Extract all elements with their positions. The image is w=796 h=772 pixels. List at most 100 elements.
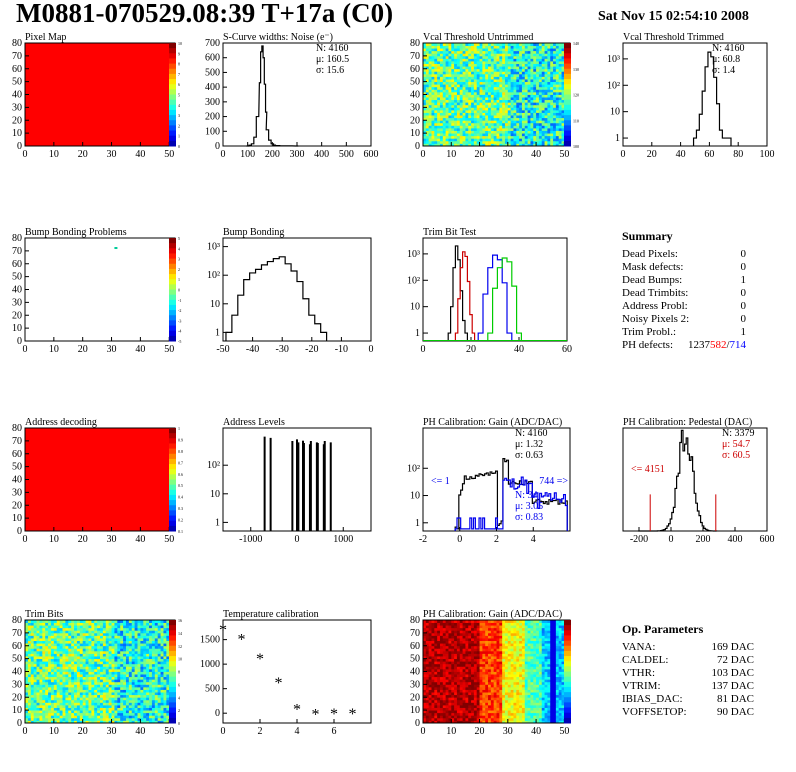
heatmap-cell	[102, 645, 107, 649]
heatmap-cell	[516, 91, 520, 95]
heatmap-cell	[62, 671, 66, 675]
heatmap-cell	[149, 689, 153, 693]
palette-label: 0	[178, 144, 180, 149]
heatmap-cell	[527, 127, 531, 131]
heatmap-cell	[473, 107, 478, 111]
heatmap-cell	[27, 627, 32, 631]
heatmap-cell	[25, 632, 29, 636]
heatmap-cell	[33, 656, 37, 660]
heatmap-cell	[536, 697, 540, 701]
heatmap-cell	[431, 107, 435, 111]
heatmap-cell	[502, 133, 506, 137]
heatmap-cell	[100, 668, 104, 672]
heatmap-cell	[120, 627, 124, 631]
heatmap-cell	[163, 710, 167, 714]
heatmap-cell	[558, 58, 562, 62]
heatmap-cell	[71, 697, 75, 701]
heatmap-cell	[550, 73, 554, 77]
heatmap-cell	[541, 104, 545, 108]
heatmap-cell	[151, 656, 156, 660]
heatmap-cell	[428, 127, 432, 131]
heatmap-cell	[558, 66, 562, 70]
heatmap-cell	[476, 68, 480, 72]
heatmap-cell	[100, 653, 104, 657]
heatmap-cell	[428, 63, 432, 67]
heatmap-cell	[499, 109, 503, 113]
heatmap-cell	[541, 107, 545, 111]
heatmap-cell	[68, 674, 72, 678]
heatmap-cell	[536, 55, 540, 59]
heatmap-cell	[74, 658, 78, 662]
heatmap-cell	[27, 681, 32, 685]
heatmap-cell	[524, 45, 528, 49]
heatmap-cell	[504, 99, 509, 103]
heatmap-cell	[519, 112, 523, 116]
heatmap-cell	[490, 697, 495, 701]
heatmap-cell	[149, 674, 153, 678]
heatmap-cell	[476, 138, 480, 142]
heatmap-cell	[510, 63, 514, 67]
heatmap-cell	[65, 630, 69, 634]
heatmap-cell	[100, 676, 104, 680]
heatmap-cell	[114, 686, 118, 690]
heatmap-cell	[538, 66, 543, 70]
heatmap-cell	[561, 138, 565, 142]
chart-title: Bump Bonding Problems	[25, 227, 127, 238]
heatmap-cell	[547, 55, 551, 59]
heatmap-cell	[499, 99, 503, 103]
heatmap-cell	[499, 720, 503, 724]
palette-swatch	[169, 494, 176, 501]
heatmap-cell	[123, 620, 127, 623]
heatmap-cell	[431, 104, 435, 108]
heatmap-cell	[423, 720, 427, 724]
heatmap-cell	[68, 717, 72, 721]
heatmap-cell	[507, 702, 512, 706]
heatmap-cell	[507, 104, 512, 108]
heatmap-cell	[504, 122, 509, 126]
palette-swatch	[169, 94, 176, 101]
heatmap-cell	[91, 684, 95, 688]
heatmap-cell	[493, 710, 497, 714]
heatmap-cell	[524, 143, 528, 147]
heatmap-cell	[510, 135, 514, 139]
heatmap-cell	[456, 71, 461, 75]
heatmap-cell	[154, 661, 159, 665]
heatmap-cell	[157, 620, 161, 623]
heatmap-cell	[65, 704, 69, 708]
heatmap-cell	[502, 86, 506, 90]
heatmap-cell	[555, 704, 560, 708]
heatmap-cell	[30, 666, 35, 670]
heatmap-cell	[56, 627, 61, 631]
heatmap-cell	[94, 625, 98, 629]
heatmap-cell	[53, 650, 58, 654]
heatmap-cell	[448, 107, 452, 111]
heatmap-cell	[485, 53, 489, 57]
heatmap-cell	[105, 648, 110, 652]
heatmap-cell	[439, 84, 444, 88]
heatmap-cell	[538, 699, 543, 703]
heatmap-cell	[163, 630, 167, 634]
heatmap-cell	[451, 89, 455, 93]
heatmap-cell	[482, 707, 486, 711]
heatmap-cell	[490, 715, 495, 719]
heatmap-cell	[56, 661, 61, 665]
heatmap-cell	[555, 140, 560, 144]
heatmap-cell	[507, 699, 512, 703]
heatmap-cell	[30, 643, 35, 647]
heatmap-cell	[547, 704, 551, 708]
heatmap-cell	[163, 638, 167, 641]
heatmap-cell	[445, 68, 449, 72]
heatmap-cell	[513, 143, 517, 147]
heatmap-cell	[482, 102, 486, 106]
heatmap-cell	[485, 79, 489, 83]
heatmap-cell	[94, 715, 98, 719]
heatmap-cell	[423, 702, 427, 706]
heatmap-cell	[108, 712, 112, 716]
heatmap-cell	[50, 684, 55, 688]
heatmap-cell	[428, 717, 432, 721]
heatmap-cell	[62, 625, 66, 629]
heatmap-cell	[451, 73, 455, 77]
heatmap-cell	[496, 130, 500, 134]
heatmap-cell	[431, 58, 435, 62]
heatmap-cell	[437, 55, 441, 59]
